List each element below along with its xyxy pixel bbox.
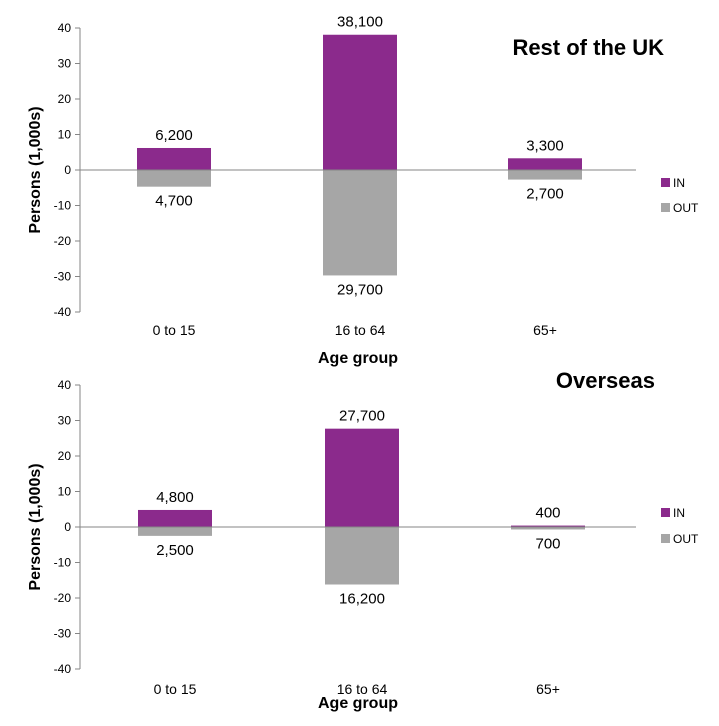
y-tick-label: -30 bbox=[54, 270, 72, 284]
y-tick-label: -40 bbox=[54, 662, 72, 676]
y-tick-label: 30 bbox=[58, 414, 72, 428]
y-tick-label: -30 bbox=[54, 627, 72, 641]
chart-title: Rest of the UK bbox=[512, 35, 664, 60]
legend-label-out: OUT bbox=[673, 532, 699, 546]
x-axis-title: Age group bbox=[318, 350, 398, 367]
y-tick-label: -20 bbox=[54, 234, 72, 248]
y-axis-title: Persons (1,000s) bbox=[27, 463, 44, 590]
data-label-out-1: 16,200 bbox=[339, 591, 385, 608]
y-tick-label: 0 bbox=[64, 163, 71, 177]
chart-panel-0: 40 30 20 10 0 -10 -20 -30 -40 6,200 38,100 3,300 4,7… bbox=[27, 14, 699, 367]
legend-label-in: IN bbox=[673, 176, 685, 190]
x-tick-label: 0 to 15 bbox=[153, 322, 196, 338]
bar-in-1 bbox=[325, 428, 399, 527]
legend-swatch-out bbox=[661, 203, 670, 212]
bar-out-1 bbox=[323, 170, 397, 276]
y-tick-label: -10 bbox=[54, 199, 72, 213]
y-tick-label: 10 bbox=[58, 128, 72, 142]
x-tick-label: 0 to 15 bbox=[154, 681, 197, 697]
data-label-out-0: 4,700 bbox=[155, 193, 193, 210]
y-tick-label: 10 bbox=[58, 485, 72, 499]
bar-out-2 bbox=[511, 527, 585, 530]
y-tick-label: -40 bbox=[54, 305, 72, 319]
legend-label-in: IN bbox=[673, 506, 685, 520]
bar-in-1 bbox=[323, 34, 397, 171]
chart-panel-1: 40 30 20 10 0 -10 -20 -30 -40 4,800 27,700 400 2,500… bbox=[27, 368, 699, 712]
x-tick-label: 65+ bbox=[533, 322, 557, 338]
y-tick-label: 20 bbox=[58, 449, 72, 463]
y-tick-label: 40 bbox=[58, 21, 72, 35]
data-label-out-1: 29,700 bbox=[337, 281, 383, 298]
y-tick-label: 0 bbox=[64, 520, 71, 534]
legend-swatch-in bbox=[661, 178, 670, 187]
bar-in-0 bbox=[138, 509, 212, 527]
data-label-out-0: 2,500 bbox=[156, 542, 194, 559]
x-tick-label: 65+ bbox=[536, 681, 560, 697]
data-label-out-2: 2,700 bbox=[526, 186, 564, 203]
y-tick-label: 40 bbox=[58, 378, 72, 392]
data-label-in-1: 27,700 bbox=[339, 408, 385, 425]
x-axis-title: Age group bbox=[318, 695, 398, 712]
legend-swatch-out bbox=[661, 534, 670, 543]
bar-out-1 bbox=[325, 527, 399, 585]
y-tick-label: -10 bbox=[54, 556, 72, 570]
bar-out-2 bbox=[508, 170, 582, 180]
x-tick-label: 16 to 64 bbox=[337, 681, 388, 697]
bar-in-2 bbox=[508, 158, 582, 170]
legend-label-out: OUT bbox=[673, 201, 699, 215]
data-label-in-2: 400 bbox=[535, 505, 560, 522]
data-label-in-1: 38,100 bbox=[337, 14, 383, 31]
data-label-out-2: 700 bbox=[535, 535, 560, 552]
y-tick-label: 30 bbox=[58, 57, 72, 71]
data-label-in-0: 6,200 bbox=[155, 127, 193, 144]
x-tick-label: 16 to 64 bbox=[335, 322, 386, 338]
data-label-in-2: 3,300 bbox=[526, 137, 564, 154]
y-tick-label: 20 bbox=[58, 92, 72, 106]
legend-swatch-in bbox=[661, 508, 670, 517]
bar-in-0 bbox=[137, 147, 211, 170]
data-label-in-0: 4,800 bbox=[156, 489, 194, 506]
bar-out-0 bbox=[137, 170, 211, 187]
bar-out-0 bbox=[138, 527, 212, 536]
chart-title: Overseas bbox=[556, 368, 655, 393]
y-axis-title: Persons (1,000s) bbox=[27, 106, 44, 233]
y-tick-label: -20 bbox=[54, 591, 72, 605]
bar-in-2 bbox=[511, 525, 585, 527]
